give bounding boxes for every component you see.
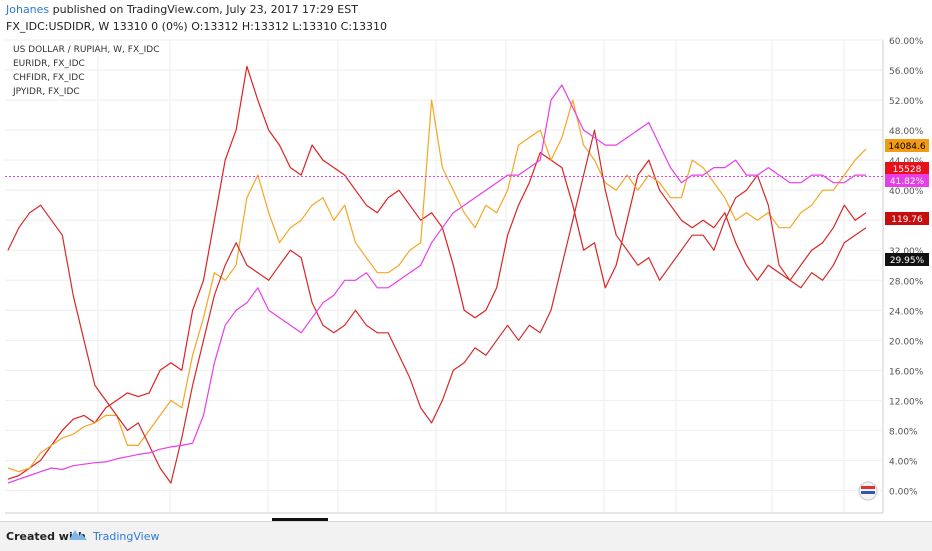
y-tick-label: 24.00%: [889, 307, 924, 317]
crosshair-date-box: [272, 518, 328, 521]
chart-plot[interactable]: 60.00%56.00%52.00%48.00%44.00%40.00%36.0…: [0, 35, 932, 521]
publish-line: Johanes published on TradingView.com, Ju…: [6, 3, 387, 18]
y-tick-label: 52.00%: [889, 97, 924, 107]
author-link[interactable]: Johanes: [6, 3, 50, 16]
y-tick-label: 32.00%: [889, 247, 924, 257]
price-label: 15528: [893, 165, 922, 175]
legend-entry[interactable]: US DOLLAR / RUPIAH, W, FX_IDC: [13, 45, 159, 55]
y-tick-label: 56.00%: [889, 67, 924, 77]
series-line-0[interactable]: [7, 65, 867, 480]
series-line-1[interactable]: [7, 99, 867, 473]
symbol-line: FX_IDC:USDIDR, W 13310 0 (0%) O:13312 H:…: [6, 20, 388, 33]
price-label-box: [885, 139, 929, 152]
chart-header: Johanes published on TradingView.com, Ju…: [6, 3, 387, 35]
plot-area[interactable]: [5, 40, 883, 513]
y-tick-label: 0.00%: [889, 487, 918, 497]
price-label: 41.82%: [890, 177, 925, 187]
price-label-box: [885, 174, 929, 187]
y-tick-label: 4.00%: [889, 457, 918, 467]
price-label-box: [885, 253, 929, 266]
price-label: 29.95%: [890, 256, 925, 266]
flag-stripe: [861, 486, 875, 489]
publish-info: published on TradingView.com, July 23, 2…: [49, 3, 358, 16]
y-tick-label: 40.00%: [889, 187, 924, 197]
series-line-2[interactable]: [7, 129, 867, 484]
y-tick-label: 28.00%: [889, 277, 924, 287]
price-label: 14084.6: [888, 142, 925, 152]
legend-entry[interactable]: JPYIDR, FX_IDC: [12, 87, 80, 97]
y-tick-label: 20.00%: [889, 337, 924, 347]
series-line-3[interactable]: [7, 84, 866, 484]
y-tick-label: 16.00%: [889, 367, 924, 377]
flag-stripe: [861, 491, 875, 494]
footer-bar: Created with TradingView: [0, 521, 932, 551]
tradingview-link[interactable]: TradingView: [93, 530, 160, 543]
price-label: 119.76: [891, 215, 923, 225]
y-tick-label: 8.00%: [889, 427, 918, 437]
tradingview-logo-icon: [69, 530, 87, 540]
price-label-box: [885, 162, 929, 175]
price-label-box: [885, 212, 929, 225]
created-with-label: Created with: [6, 530, 86, 543]
y-tick-label: 48.00%: [889, 127, 924, 137]
legend-entry[interactable]: CHFIDR, FX_IDC: [13, 73, 85, 83]
y-tick-label: 12.00%: [889, 397, 924, 407]
legend-entry[interactable]: EURIDR, FX_IDC: [13, 59, 85, 69]
y-tick-label: 60.00%: [889, 37, 924, 47]
